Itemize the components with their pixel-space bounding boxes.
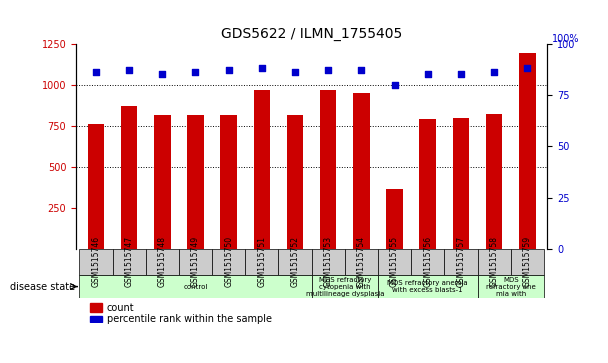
- Text: disease state: disease state: [10, 282, 75, 291]
- Text: MDS refractory
cytopenia with
multilineage dysplasia: MDS refractory cytopenia with multilinea…: [306, 277, 384, 297]
- Text: control: control: [183, 284, 208, 290]
- Point: [190, 69, 200, 75]
- Point: [290, 69, 300, 75]
- Point: [423, 72, 433, 77]
- Title: GDS5622 / ILMN_1755405: GDS5622 / ILMN_1755405: [221, 27, 402, 41]
- Bar: [519, 53, 536, 249]
- Text: GSM1515746: GSM1515746: [91, 236, 100, 287]
- FancyBboxPatch shape: [112, 249, 146, 275]
- Text: percentile rank within the sample: percentile rank within the sample: [106, 314, 272, 324]
- FancyBboxPatch shape: [477, 275, 544, 298]
- FancyBboxPatch shape: [311, 249, 345, 275]
- FancyBboxPatch shape: [311, 275, 378, 298]
- Text: GSM1515748: GSM1515748: [158, 236, 167, 287]
- FancyBboxPatch shape: [378, 275, 477, 298]
- Point: [522, 65, 532, 71]
- Bar: [386, 189, 403, 249]
- FancyBboxPatch shape: [444, 249, 477, 275]
- Text: GSM1515752: GSM1515752: [291, 236, 300, 287]
- Text: MDS
refractory ane
mia with: MDS refractory ane mia with: [486, 277, 536, 297]
- Bar: [353, 93, 370, 249]
- FancyBboxPatch shape: [146, 249, 179, 275]
- FancyBboxPatch shape: [411, 249, 444, 275]
- Text: 100%: 100%: [552, 33, 579, 44]
- FancyBboxPatch shape: [345, 249, 378, 275]
- Point: [257, 65, 267, 71]
- Bar: [88, 124, 104, 249]
- Bar: [420, 119, 436, 249]
- Point: [356, 68, 366, 73]
- Bar: [287, 115, 303, 249]
- Text: GSM1515753: GSM1515753: [323, 236, 333, 287]
- Text: GSM1515758: GSM1515758: [489, 236, 499, 287]
- Bar: [90, 303, 102, 312]
- Text: GSM1515759: GSM1515759: [523, 236, 532, 287]
- Point: [390, 82, 399, 87]
- Text: GSM1515751: GSM1515751: [257, 236, 266, 287]
- Point: [157, 72, 167, 77]
- Text: GSM1515747: GSM1515747: [125, 236, 134, 287]
- FancyBboxPatch shape: [477, 249, 511, 275]
- Bar: [90, 316, 102, 322]
- FancyBboxPatch shape: [511, 249, 544, 275]
- FancyBboxPatch shape: [245, 249, 278, 275]
- Text: GSM1515749: GSM1515749: [191, 236, 200, 287]
- Point: [224, 68, 233, 73]
- FancyBboxPatch shape: [79, 275, 311, 298]
- Text: GSM1515756: GSM1515756: [423, 236, 432, 287]
- Text: GSM1515757: GSM1515757: [457, 236, 465, 287]
- Text: MDS refractory anemia
with excess blasts-1: MDS refractory anemia with excess blasts…: [387, 280, 468, 293]
- FancyBboxPatch shape: [79, 249, 112, 275]
- Bar: [254, 90, 270, 249]
- FancyBboxPatch shape: [378, 249, 411, 275]
- FancyBboxPatch shape: [179, 249, 212, 275]
- Point: [124, 68, 134, 73]
- Text: GSM1515754: GSM1515754: [357, 236, 366, 287]
- Bar: [486, 114, 502, 249]
- Text: count: count: [106, 302, 134, 313]
- FancyBboxPatch shape: [278, 249, 311, 275]
- Point: [323, 68, 333, 73]
- Text: GSM1515755: GSM1515755: [390, 236, 399, 287]
- FancyBboxPatch shape: [212, 249, 245, 275]
- Bar: [154, 115, 171, 249]
- Bar: [187, 115, 204, 249]
- Bar: [452, 118, 469, 249]
- Bar: [320, 90, 336, 249]
- Point: [91, 69, 101, 75]
- Point: [489, 69, 499, 75]
- Text: GSM1515750: GSM1515750: [224, 236, 233, 287]
- Bar: [220, 115, 237, 249]
- Point: [456, 72, 466, 77]
- Bar: [121, 106, 137, 249]
